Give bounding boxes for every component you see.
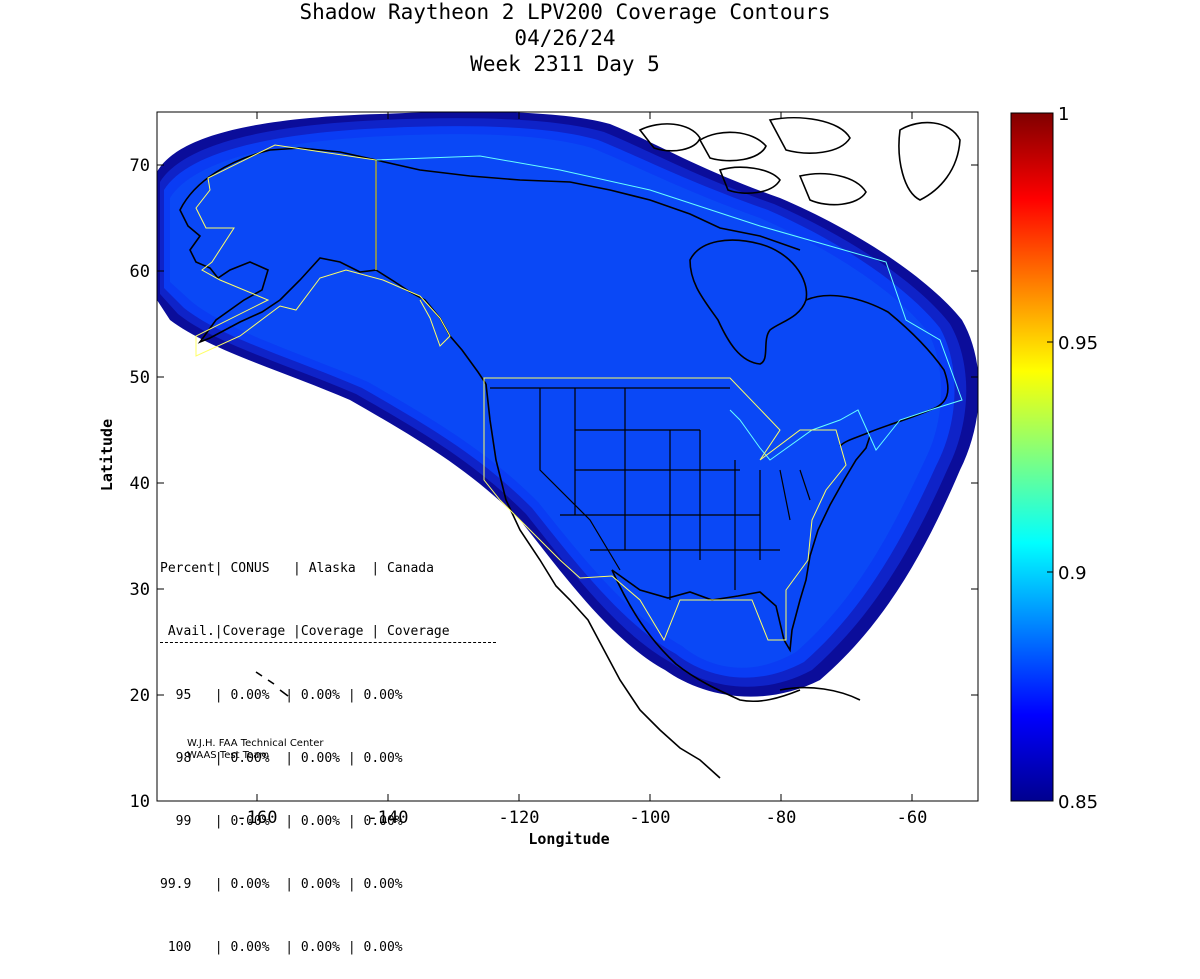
y-tick-label: 60: [130, 262, 150, 282]
conus-service-volume: [483, 377, 847, 642]
stats-header-1: Percent| CONUS | Alaska | Canada: [160, 561, 434, 576]
y-tick-label: 10: [130, 792, 150, 812]
chart-title-line-3: Week 2311 Day 5: [470, 52, 660, 76]
colorbar-tick-label: 0.85: [1058, 792, 1098, 813]
canada-service-volume: [375, 155, 963, 461]
y-tick-label: 20: [130, 686, 150, 706]
stats-row: 100 | 0.00% | 0.00% | 0.00%: [160, 940, 403, 955]
x-ticks: [256, 112, 913, 801]
y-tick-label: 30: [130, 580, 150, 600]
y-ticks: [157, 164, 978, 802]
y-tick-label: 40: [130, 474, 150, 494]
coverage-map: 10 20 30 40 50 60 70 -160 -140 -120 -100…: [98, 104, 1098, 848]
colorbar-ticks: [1047, 112, 1053, 802]
plot-frame: [156, 111, 979, 802]
service-volumes: [195, 144, 963, 642]
chart-title-line-2: 04/26/24: [514, 26, 616, 50]
x-tick-label: -60: [897, 808, 928, 828]
x-axis-label: Longitude: [528, 830, 609, 848]
x-tick-label: -160: [237, 808, 278, 828]
stats-row: 99.9 | 0.00% | 0.00% | 0.00%: [160, 877, 403, 892]
y-tick-label: 50: [130, 368, 150, 388]
stats-row: 95 | 0.00% | 0.00% | 0.00%: [160, 688, 403, 703]
coverage-contour-0.875: [170, 134, 942, 668]
x-tick-label: -140: [368, 808, 409, 828]
chart-title-line-1: Shadow Raytheon 2 LPV200 Coverage Contou…: [299, 0, 831, 24]
alaska-service-volume: [195, 144, 451, 357]
y-tick-label: 70: [130, 156, 150, 176]
credit-line-2: WAAS Test Team: [187, 750, 270, 761]
colorbar-tick-label: 0.95: [1058, 333, 1098, 354]
stats-header-2: Avail.|Coverage |Coverage | Coverage: [160, 621, 496, 643]
x-tick-label: -120: [499, 808, 540, 828]
colorbar-tick-label: 1: [1058, 104, 1069, 125]
colorbar: [1010, 112, 1054, 802]
stats-row: 98 | 0.00% | 0.00% | 0.00%: [160, 751, 403, 766]
stats-row: 99 | 0.00% | 0.00% | 0.00%: [160, 814, 403, 829]
y-axis-label: Latitude: [98, 419, 116, 491]
colorbar-tick-label: 0.9: [1058, 563, 1087, 584]
x-tick-label: -100: [630, 808, 671, 828]
credit-line-1: W.J.H. FAA Technical Center: [187, 738, 324, 749]
x-tick-label: -80: [766, 808, 797, 828]
state-borders: [490, 387, 811, 600]
coverage-stats-table: Percent| CONUS | Alaska | Canada Avail.|…: [160, 516, 496, 979]
coastlines: [179, 117, 961, 779]
